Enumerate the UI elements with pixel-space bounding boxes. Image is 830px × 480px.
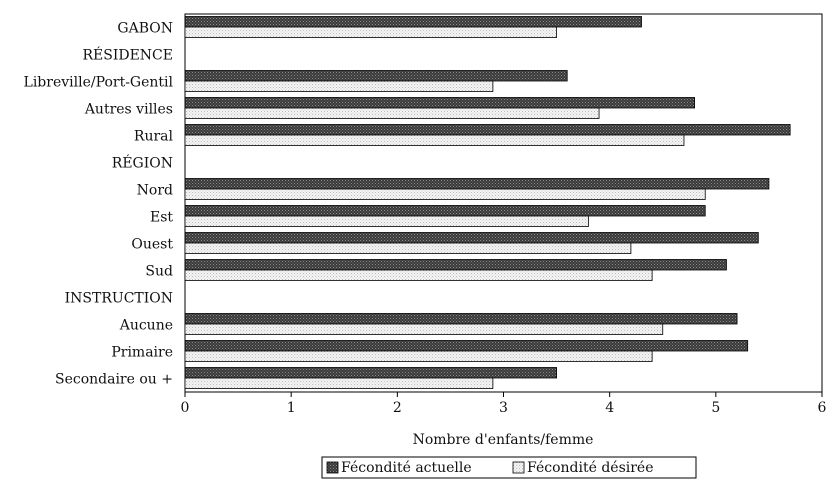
bar-desiree-rural: [184, 134, 685, 146]
legend-frame: [321, 456, 697, 479]
x-tick-label-5: 5: [711, 400, 720, 416]
bar-desiree-gabon: [184, 26, 557, 38]
bar-actuelle-autres-villes: [184, 97, 696, 109]
category-label-instruction: INSTRUCTION: [65, 291, 173, 307]
category-label-gabon: GABON: [117, 21, 173, 37]
category-label-autres-villes: Autres villes: [84, 102, 173, 118]
bar-actuelle-libreville-port-gentil: [184, 70, 568, 82]
bar-desiree-autres-villes: [184, 107, 600, 119]
x-tick-label-3: 3: [499, 400, 508, 416]
legend-label-actuelle: Fécondité actuelle: [341, 460, 472, 476]
category-label-rural: Rural: [134, 129, 174, 145]
bar-actuelle-nord: [184, 178, 770, 190]
category-label-ouest: Ouest: [131, 237, 173, 253]
category-label-nord: Nord: [137, 183, 173, 199]
x-tick-label-4: 4: [605, 400, 614, 416]
legend-swatch-actuelle: [326, 461, 339, 474]
x-tick-label-2: 2: [393, 400, 402, 416]
x-tick-label-6: 6: [818, 400, 827, 416]
category-label-libreville-port-gentil: Libreville/Port-Gentil: [24, 75, 174, 91]
bar-actuelle-primaire: [184, 340, 749, 352]
bar-actuelle-aucune: [184, 313, 738, 325]
bar-desiree-ouest: [184, 242, 632, 254]
bar-actuelle-sud: [184, 259, 727, 271]
bar-actuelle-secondaire-ou: [184, 367, 557, 379]
bar-actuelle-rural: [184, 124, 791, 136]
bar-desiree-aucune: [184, 323, 664, 335]
legend: Fécondité actuelle Fécondité désirée: [321, 456, 697, 479]
category-label-sud: Sud: [145, 264, 173, 280]
bar-desiree-est: [184, 215, 589, 227]
bar-desiree-nord: [184, 188, 706, 200]
x-tick-label-1: 1: [287, 400, 296, 416]
bar-actuelle-gabon: [184, 16, 642, 28]
category-label-region: RÉGION: [112, 154, 173, 172]
category-label-aucune: Aucune: [119, 318, 173, 334]
category-label-residence: RÉSIDENCE: [82, 46, 173, 64]
category-label-est: Est: [150, 210, 173, 226]
category-label-primaire: Primaire: [111, 345, 173, 361]
bar-desiree-libreville-port-gentil: [184, 80, 494, 92]
bar-actuelle-ouest: [184, 232, 759, 244]
category-labels: GABON RÉSIDENCE Libreville/Port-Gentil Autr…: [24, 21, 174, 388]
x-tick-label-0: 0: [181, 400, 190, 416]
bar-desiree-sud: [184, 269, 653, 281]
bars-group: [184, 16, 791, 389]
bar-actuelle-est: [184, 205, 706, 217]
bar-desiree-secondaire-ou: [184, 377, 494, 389]
legend-label-desiree: Fécondité désirée: [527, 460, 654, 476]
legend-swatch-desiree: [512, 461, 525, 474]
bar-desiree-primaire: [184, 350, 653, 362]
category-label-secondaire-ou: Secondaire ou +: [55, 372, 173, 388]
x-axis-title: Nombre d'enfants/femme: [413, 432, 594, 448]
x-axis-ticks: 0 1 2 3 4 5 6: [181, 392, 827, 416]
